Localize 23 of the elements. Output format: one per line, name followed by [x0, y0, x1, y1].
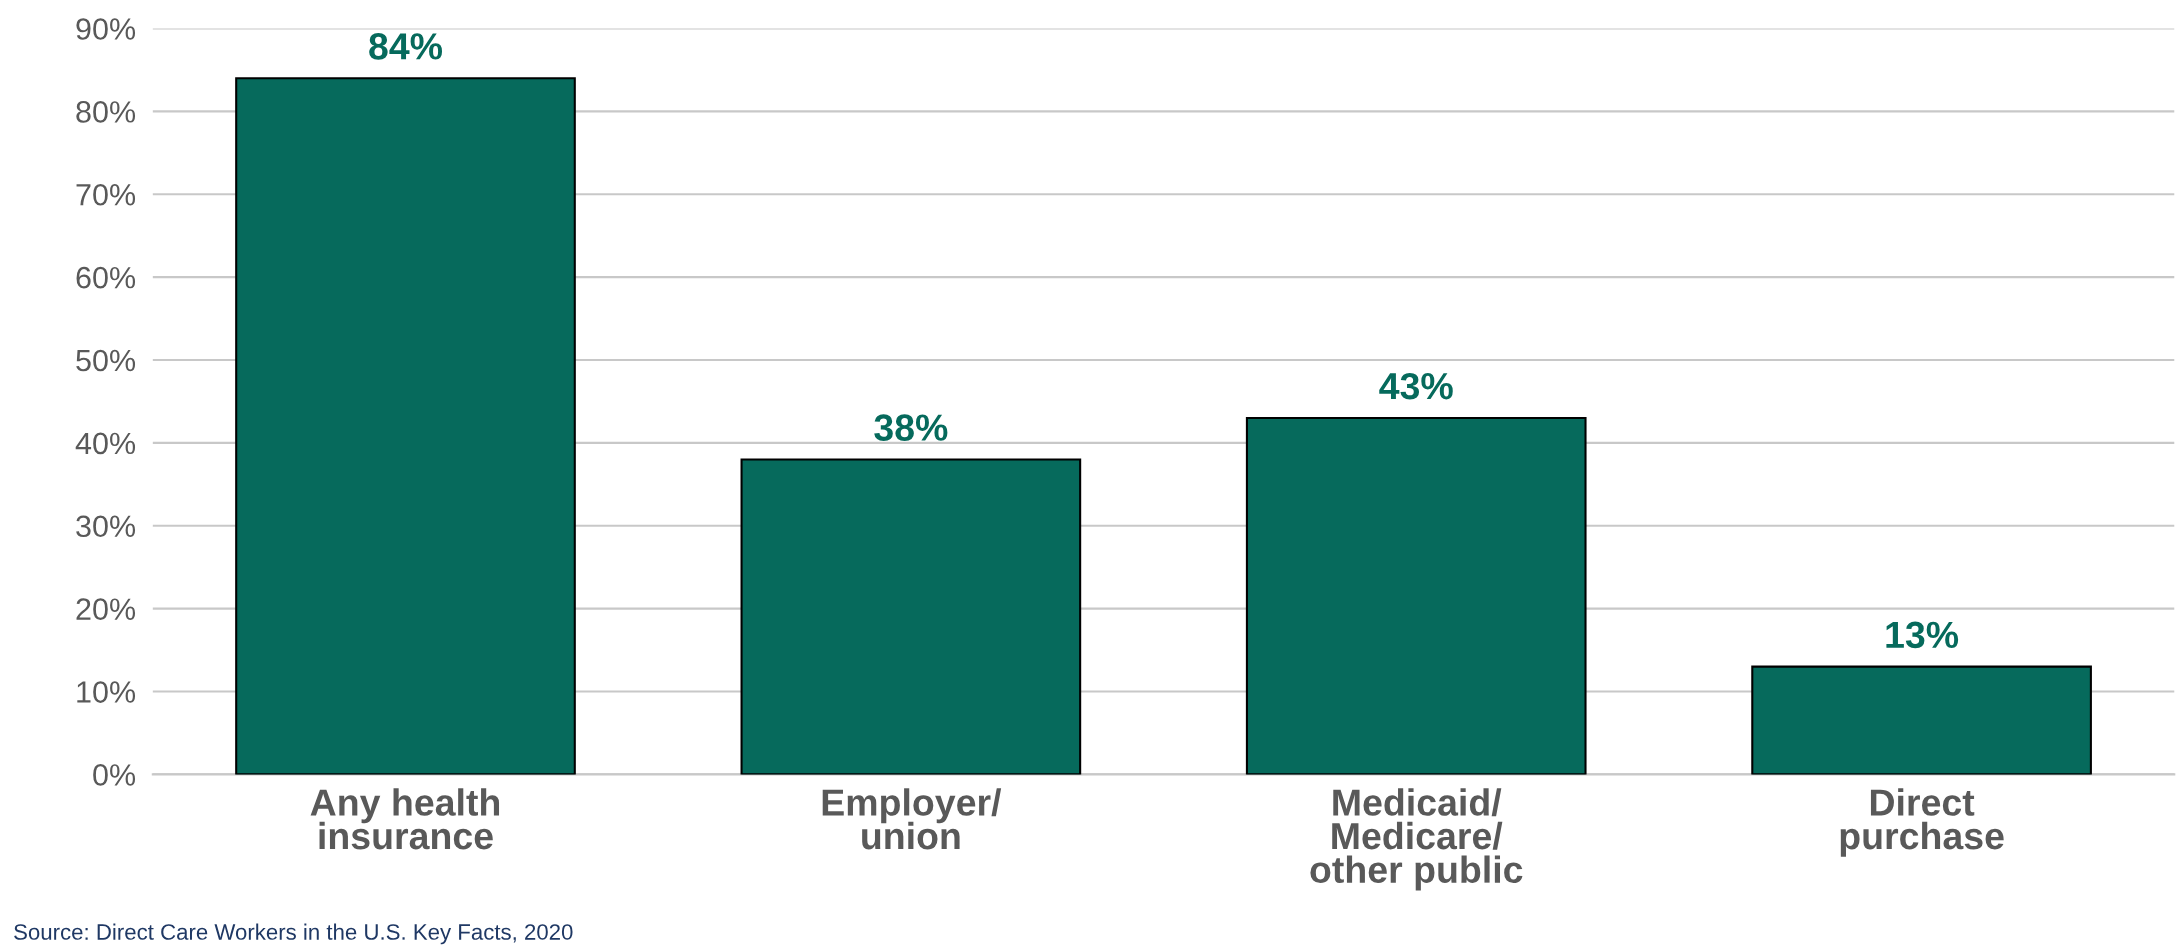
y-tick-label: 20%	[76, 598, 136, 620]
y-tick-label: 0%	[93, 764, 136, 786]
data-label: 38%	[874, 414, 948, 441]
bar	[235, 77, 576, 775]
data-label: 43%	[1379, 372, 1453, 400]
x-tick-label: Direct purchase	[1840, 788, 2004, 857]
source-note: Source: Direct Care Workers in the U.S. Key Facts, 2020	[14, 923, 573, 945]
bar	[740, 458, 1082, 775]
y-tick-label: 60%	[76, 266, 136, 289]
y-tick-label: 30%	[76, 515, 136, 538]
y-tick-label: 70%	[76, 183, 136, 206]
x-tick-label: Medicaid/ Medicare/ other public	[1310, 788, 1523, 891]
data-label: 13%	[1886, 621, 1959, 649]
x-tick-label: Any health insurance	[310, 788, 500, 850]
y-tick-label: 50%	[76, 349, 136, 372]
x-tick-label: Employer/ union	[822, 788, 1002, 850]
y-tick-label: 90%	[76, 18, 136, 40]
y-tick-label: 40%	[75, 432, 136, 455]
y-tick-label: 10%	[77, 681, 136, 703]
bar	[1245, 416, 1587, 775]
y-tick-label: 80%	[76, 101, 136, 123]
bar	[1751, 665, 2092, 775]
data-label: 84%	[369, 33, 443, 60]
